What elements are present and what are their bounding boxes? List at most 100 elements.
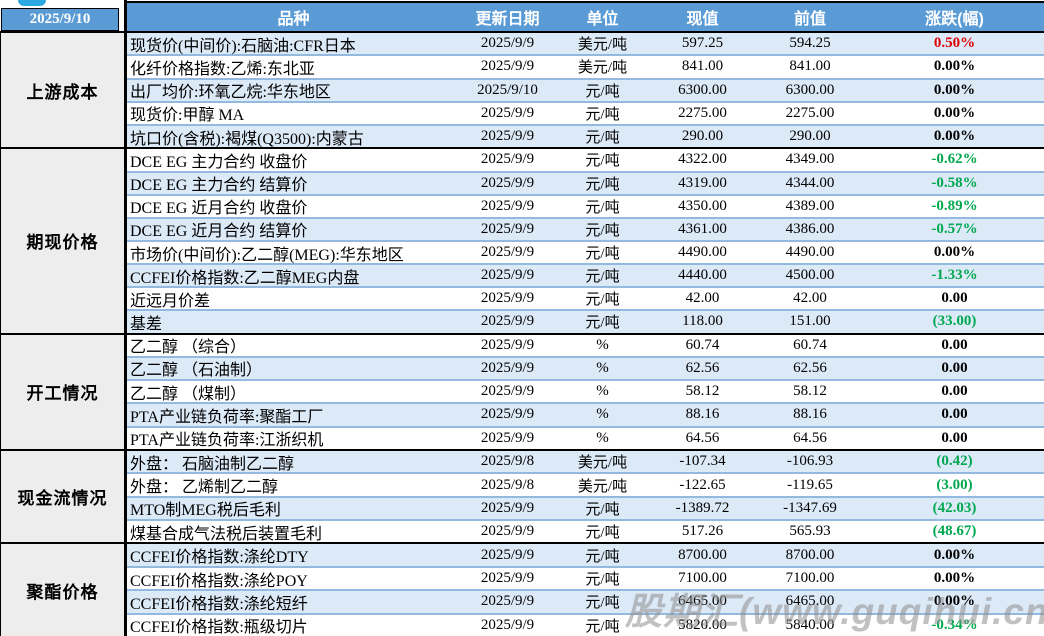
table-row: 现货价(中间价):石脑油:CFR日本 2025/9/9 美元/吨 597.25 594.… bbox=[127, 33, 1044, 57]
logo-fragment-icon bbox=[18, 0, 46, 6]
table-row: CCFEI价格指数:乙二醇MEG内盘 2025/9/9 元/吨 4440.00 4500… bbox=[127, 265, 1044, 289]
cell-change: 0.00 bbox=[941, 336, 968, 353]
cell-name: DCE EG 主力合约 结算价 bbox=[130, 177, 308, 195]
cell-change: (48.67) bbox=[932, 523, 977, 540]
cell-date: 2025/9/9 bbox=[480, 313, 535, 330]
cell-previous: 62.56 bbox=[793, 359, 827, 376]
table-row: 化纤价格指数:乙烯:东北亚 2025/9/9 美元/吨 841.00 841.00 0.0… bbox=[127, 56, 1044, 80]
table-row: 近远月价差 2025/9/9 元/吨 42.00 42.00 0.00 bbox=[127, 288, 1044, 312]
cell-name: 乙二醇 （煤制） bbox=[130, 385, 247, 403]
cell-name: PTA产业链负荷率:江浙织机 bbox=[130, 432, 324, 450]
cell-name: 外盘： 乙烯制乙二醇 bbox=[130, 479, 279, 497]
cell-current: 88.16 bbox=[685, 406, 720, 423]
table-row: CCFEI价格指数:瓶级切片 2025/9/9 元/吨 5820.00 5840.00 -… bbox=[127, 614, 1044, 636]
cell-change: 0.00% bbox=[933, 593, 976, 610]
cell-unit: 元/吨 bbox=[585, 246, 620, 263]
cell-name: DCE EG 近月合约 结算价 bbox=[130, 223, 308, 241]
cell-previous: 4490.00 bbox=[785, 244, 835, 261]
cell-previous: 6465.00 bbox=[785, 593, 835, 610]
cell-unit: 美元/吨 bbox=[577, 60, 628, 77]
cell-unit: 元/吨 bbox=[585, 130, 620, 147]
cell-name: 市场价(中间价):乙二醇(MEG):华东地区 bbox=[130, 246, 404, 264]
cell-unit: 元/吨 bbox=[585, 501, 620, 518]
cell-previous: 60.74 bbox=[793, 336, 827, 353]
cell-date: 2025/9/9 bbox=[480, 593, 535, 610]
col-header-unit: 单位 bbox=[586, 11, 619, 28]
cell-date: 2025/9/9 bbox=[480, 336, 535, 353]
table-row: DCE EG 近月合约 收盘价 2025/9/9 元/吨 4350.00 4389.00… bbox=[127, 195, 1044, 219]
cell-change: -0.89% bbox=[931, 197, 978, 214]
cell-date: 2025/9/8 bbox=[480, 476, 535, 493]
cell-name: 外盘： 石脑油制乙二醇 bbox=[130, 455, 295, 473]
cell-name: CCFEI价格指数:涤纶DTY bbox=[130, 549, 309, 567]
table-row: DCE EG 近月合约 结算价 2025/9/9 元/吨 4361.00 4386.00… bbox=[127, 218, 1044, 242]
cell-unit: 元/吨 bbox=[585, 106, 620, 123]
cell-previous: 64.56 bbox=[793, 429, 827, 446]
cell-previous: 7100.00 bbox=[785, 570, 835, 587]
cell-current: -122.65 bbox=[679, 476, 726, 493]
cell-unit: 元/吨 bbox=[585, 83, 620, 100]
cell-current: 841.00 bbox=[681, 58, 724, 75]
cell-change: -0.34% bbox=[931, 616, 978, 633]
cell-current: 4490.00 bbox=[678, 244, 727, 261]
cell-current: 6465.00 bbox=[678, 593, 727, 610]
cell-previous: -1347.69 bbox=[783, 499, 837, 516]
cell-current: 64.56 bbox=[685, 429, 720, 446]
cell-unit: 美元/吨 bbox=[577, 455, 628, 472]
cell-current: 58.12 bbox=[685, 383, 720, 400]
cell-date: 2025/9/9 bbox=[480, 616, 535, 633]
col-header-current-value: 现值 bbox=[686, 11, 719, 28]
cell-date: 2025/9/9 bbox=[480, 151, 535, 168]
cell-name: CCFEI价格指数:涤纶短纤 bbox=[130, 595, 308, 613]
cell-unit: 元/吨 bbox=[585, 525, 620, 542]
cell-change: -0.62% bbox=[931, 151, 978, 168]
cell-current: 4322.00 bbox=[678, 151, 727, 168]
cell-name: 基差 bbox=[130, 315, 163, 333]
cell-previous: 5840.00 bbox=[785, 616, 835, 633]
cell-date: 2025/9/9 bbox=[480, 359, 535, 376]
cell-unit: % bbox=[596, 406, 609, 423]
cell-current: 517.26 bbox=[681, 523, 724, 540]
col-header-variety: 品种 bbox=[277, 11, 310, 28]
cell-previous: -119.65 bbox=[787, 476, 833, 493]
cell-name: 近远月价差 bbox=[130, 292, 211, 310]
cell-unit: 元/吨 bbox=[585, 292, 620, 309]
cell-name: MTO制MEG税后毛利 bbox=[130, 502, 281, 520]
cell-date: 2025/9/9 bbox=[480, 523, 535, 540]
category-cell: 现金流情况 bbox=[1, 448, 124, 543]
table-row: 现货价:甲醇 MA 2025/9/9 元/吨 2275.00 2275.00 0.00% bbox=[127, 102, 1044, 127]
cell-unit: % bbox=[596, 336, 609, 353]
section-rows: DCE EG 主力合约 收盘价 2025/9/9 元/吨 4322.00 4349.00… bbox=[127, 147, 1044, 333]
cell-unit: 元/吨 bbox=[585, 176, 620, 193]
cell-previous: 4349.00 bbox=[785, 151, 835, 168]
category-cell: 上游成本 bbox=[1, 33, 124, 148]
cell-previous: 4386.00 bbox=[785, 220, 835, 237]
cell-date: 2025/9/10 bbox=[477, 81, 538, 98]
cell-change: 0.00 bbox=[941, 429, 968, 446]
cell-current: 4319.00 bbox=[678, 174, 727, 191]
category-cell: 聚酯价格 bbox=[1, 542, 124, 636]
cell-unit: 元/吨 bbox=[585, 572, 620, 589]
section-rows: 现货价(中间价):石脑油:CFR日本 2025/9/9 美元/吨 597.25 594.… bbox=[127, 33, 1044, 148]
cell-name: CCFEI价格指数:乙二醇MEG内盘 bbox=[130, 269, 360, 287]
table-row: CCFEI价格指数:涤纶DTY 2025/9/9 元/吨 8700.00 8700.00… bbox=[127, 544, 1044, 568]
cell-previous: 4389.00 bbox=[785, 197, 835, 214]
cell-change: 0.50% bbox=[933, 35, 976, 52]
table-row: PTA产业链负荷率:江浙织机 2025/9/9% 64.56 64.56 0.00 bbox=[127, 427, 1044, 450]
cell-current: -107.34 bbox=[679, 453, 726, 470]
cell-unit: 元/吨 bbox=[585, 222, 620, 239]
report-date: 2025/9/10 bbox=[1, 8, 119, 31]
cell-date: 2025/9/9 bbox=[480, 546, 535, 563]
cell-change: (42.03) bbox=[932, 499, 977, 516]
cell-date: 2025/9/9 bbox=[480, 104, 535, 121]
cell-date: 2025/9/9 bbox=[480, 267, 535, 284]
cell-current: 4440.00 bbox=[678, 267, 727, 284]
cell-unit: 元/吨 bbox=[585, 269, 620, 286]
cell-previous: -106.93 bbox=[786, 453, 834, 470]
col-header-change: 涨跌(幅) bbox=[925, 11, 984, 28]
cell-unit: 美元/吨 bbox=[577, 478, 628, 495]
cell-name: DCE EG 近月合约 收盘价 bbox=[130, 200, 308, 218]
cell-current: 60.74 bbox=[685, 336, 720, 353]
cell-name: 乙二醇 （综合） bbox=[130, 339, 247, 357]
